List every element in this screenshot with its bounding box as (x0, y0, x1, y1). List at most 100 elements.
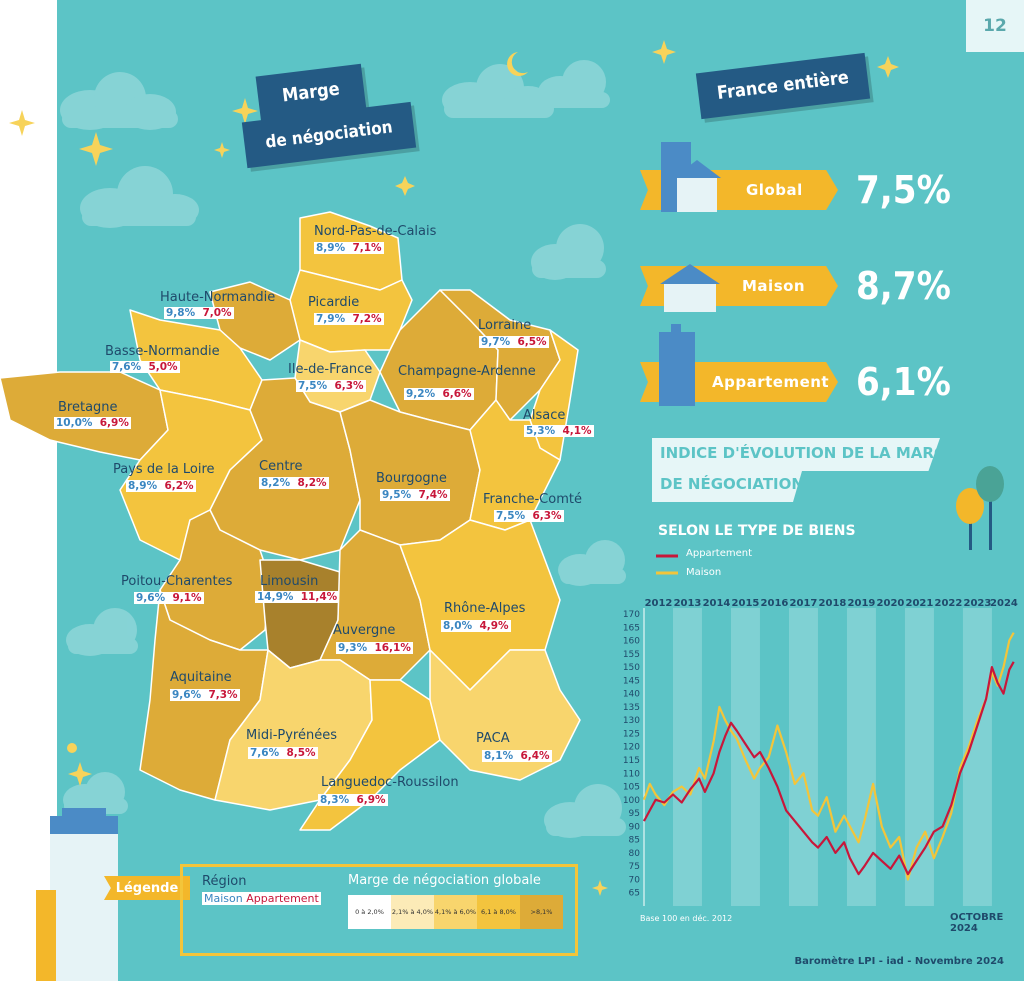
star-icon (232, 98, 258, 124)
legend-swatch-0: 0 à 2,0% (348, 895, 391, 929)
star-icon (652, 40, 676, 64)
chart-subtitle: Selon le type de biens (658, 523, 856, 539)
chart-banner-line1: Indice d'évolution de la marge (660, 444, 957, 462)
star-icon (68, 762, 92, 786)
y-tick-label: 125 (623, 729, 640, 739)
region-values-pays-de-la-loire: 8,9% 6,2% (126, 480, 196, 492)
region-values-centre: 8,2% 8,2% (259, 477, 329, 489)
left-margin-strip (0, 0, 57, 981)
legend-tag: Légende (104, 876, 190, 900)
region-bretagne (0, 371, 169, 461)
building-icon (36, 808, 118, 981)
region-label-picardie: Picardie (308, 295, 360, 310)
region-label-haute-normandie: Haute-Normandie (160, 290, 276, 305)
cloud-icon (538, 60, 610, 108)
y-tick-label: 95 (629, 809, 640, 819)
maison-label: Maison (742, 277, 806, 295)
x-tick-label: 2018 (819, 598, 847, 609)
building-icon (657, 132, 723, 214)
footer-text: Baromètre LPI - iad - Novembre 2024 (794, 956, 1004, 967)
y-tick-label: 120 (623, 743, 640, 753)
x-tick-label: 2016 (761, 598, 789, 609)
x-tick-label: 2013 (674, 598, 702, 609)
y-tick-label: 90 (629, 822, 641, 832)
region-values-haute-normandie: 9,8% 7,0% (164, 307, 234, 319)
region-label-pays-de-la-loire: Pays de la Loire (113, 462, 215, 477)
region-label-bourgogne: Bourgogne (376, 471, 447, 486)
x-tick-label: 2017 (790, 598, 818, 609)
region-values-bretagne: 10,0% 6,9% (54, 417, 131, 429)
y-tick-label: 105 (623, 783, 640, 793)
cloud-icon (544, 784, 626, 838)
star-icon (9, 110, 35, 136)
y-tick-label: 165 (623, 623, 640, 633)
legend-swatch-1: 2,1% à 4,0% (391, 895, 434, 929)
region-values-languedoc-roussilon: 8,3% 6,9% (318, 794, 388, 806)
y-tick-label: 145 (623, 676, 640, 686)
tree-icon (956, 466, 1004, 550)
legend-maison-appart: Maison Appartement (202, 892, 321, 905)
year-band (788, 608, 818, 906)
france-map (0, 211, 581, 831)
cloud-icon (442, 64, 554, 118)
y-tick-label: 65 (629, 889, 640, 899)
region-values-nord-pas-de-calais: 8,9% 7,1% (314, 242, 384, 254)
appartement-label: Appartement (712, 373, 830, 391)
y-tick-label: 100 (623, 796, 640, 806)
x-tick-label: 2020 (877, 598, 905, 609)
region-label-paca: PACA (476, 731, 510, 746)
y-tick-label: 140 (623, 690, 640, 700)
region-label-franche-comte: Franche-Comté (483, 492, 582, 507)
y-tick-label: 110 (623, 769, 640, 779)
region-label-midi-pyrenees: Midi-Pyrénées (246, 728, 337, 743)
x-tick-label: 2023 (964, 598, 992, 609)
region-values-limousin: 14,9% 11,4% (255, 591, 340, 603)
chart-legend-maison: Maison (686, 567, 722, 578)
star-icon (592, 880, 608, 896)
chart-base-note: Base 100 en déc. 2012 (640, 914, 733, 923)
x-tick-label: 2012 (645, 598, 673, 609)
region-values-lorraine: 9,7% 6,5% (479, 336, 549, 348)
y-tick-label: 85 (629, 836, 640, 846)
star-icon (79, 132, 113, 166)
cloud-icon (66, 608, 138, 656)
star-icon (395, 176, 415, 196)
cloud-icon (558, 540, 626, 586)
region-values-ile-de-france: 7,5% 6,3% (296, 380, 366, 392)
x-tick-label: 2014 (703, 598, 731, 609)
region-values-picardie: 7,9% 7,2% (314, 313, 384, 325)
chart-legend-swatches (656, 554, 678, 575)
region-label-languedoc-roussilon: Languedoc-Roussilon (321, 775, 459, 790)
series-line-appartement (643, 661, 1015, 876)
year-band (904, 608, 934, 906)
x-tick-label: 2022 (935, 598, 963, 609)
region-paca (429, 649, 581, 781)
region-label-limousin: Limousin (260, 574, 319, 589)
region-franche-comte (469, 399, 561, 531)
region-label-champagne-ardenne: Champagne-Ardenne (398, 364, 536, 379)
x-tick-label: 2024 (990, 598, 1018, 609)
line-chart: 2012 2013 2014 2015 2016 2017 2018 2019 2020 2021… (623, 598, 1018, 906)
appartement-value: 6,1% (856, 360, 951, 404)
region-label-auvergne: Auvergne (333, 623, 396, 638)
region-label-basse-normandie: Basse-Normandie (105, 344, 220, 359)
region-values-midi-pyrenees: 7,6% 8,5% (248, 747, 318, 759)
region-values-aquitaine: 9,6% 7,3% (170, 689, 240, 701)
x-tick-label: 2019 (848, 598, 876, 609)
region-label-nord-pas-de-calais: Nord-Pas-de-Calais (314, 224, 437, 239)
region-values-champagne-ardenne: 9,2% 6,6% (404, 388, 474, 400)
star-icon (877, 56, 899, 78)
x-tick-label: 2021 (906, 598, 934, 609)
region-values-franche-comte: 7,5% 6,3% (494, 510, 564, 522)
cloud-icon (60, 72, 178, 130)
region-label-rhone-alpes: Rhône-Alpes (444, 601, 526, 616)
region-label-aquitaine: Aquitaine (170, 670, 232, 685)
maison-value: 8,7% (856, 264, 951, 308)
global-label: Global (746, 181, 803, 199)
star-icon (214, 142, 230, 158)
chart-banner-line2: de négociation (660, 475, 804, 493)
y-tick-label: 150 (623, 663, 640, 673)
region-label-poitou-charentes: Poitou-Charentes (121, 574, 233, 589)
x-tick-label: 2015 (732, 598, 760, 609)
cloud-icon (80, 166, 199, 228)
